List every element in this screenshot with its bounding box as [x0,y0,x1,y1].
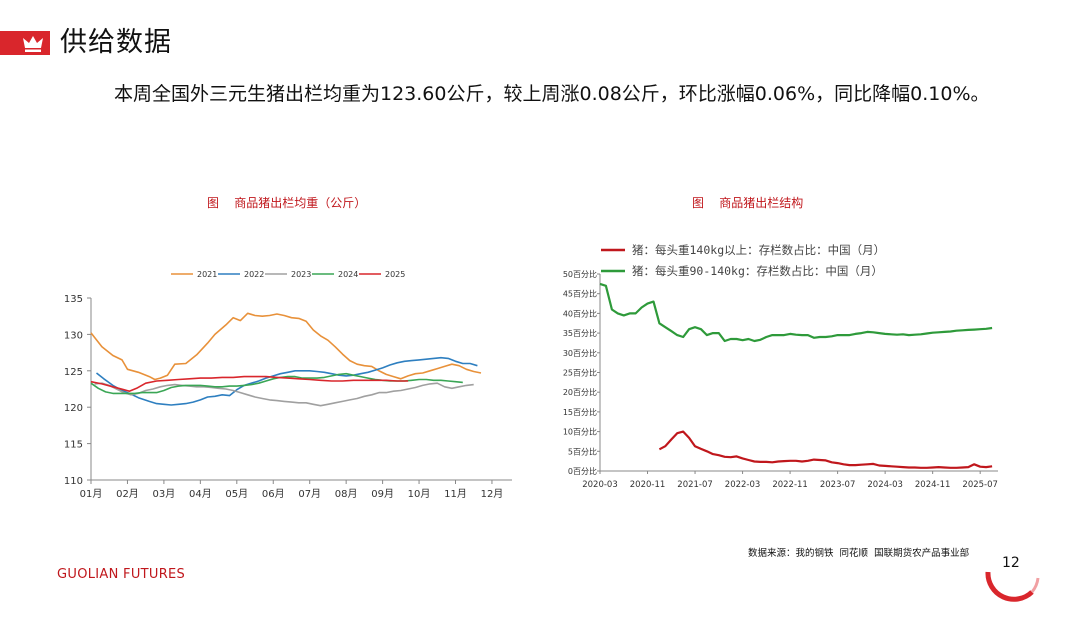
chart2-x-tick-label: 2020-03 [582,480,618,490]
chart2-x-tick-label: 2024-03 [867,480,903,490]
chart2-x-tick-label: 2024-11 [915,480,951,490]
chart1-y-tick-label: 125 [64,367,83,378]
chart1-series-2023 [94,382,474,407]
chart1-legend-label: 2024 [338,270,358,279]
chart2-y-tick-label: 35百分比 [563,328,597,338]
chart2-y-tick-label: 20百分比 [563,387,597,397]
chart2-series-2 [599,282,993,343]
chart1-legend-label: 2023 [291,270,311,279]
chart1-x-tick-label: 12月 [481,488,504,500]
chart2-title: 图 商品猪出栏结构 [692,196,804,210]
chart2-legend-label: 猪：每头重140kg以上：存栏数占比：中国（月） [632,243,885,257]
chart1-x-tick-label: 07月 [298,488,321,500]
chart1-x-tick-label: 05月 [225,488,248,500]
brand-logo-text: GUOLIAN FUTURES [57,567,186,582]
chart2-y-tick-label: 30百分比 [563,348,597,358]
chart1-series-2021 [90,312,482,381]
chart2-y-tick-label: 10百分比 [563,427,597,437]
chart1-legend-label: 2021 [197,270,217,279]
chart1-y-tick-label: 135 [64,294,83,305]
chart1-title: 图 商品猪出栏均重（公斤） [207,196,367,210]
page-corner-decoration [985,571,1040,602]
chart1-x-tick-label: 01月 [80,488,103,500]
chart2-x-tick-label: 2021-07 [677,480,713,490]
chart1-y-tick-label: 115 [64,440,83,451]
chart2-x-tick-label: 2023-07 [820,480,856,490]
chart2-x-tick-label: 2020-11 [630,480,666,490]
chart2-y-tick-label: 15百分比 [563,407,597,417]
summary-text: 本周全国外三元生猪出栏均重为123.60公斤，较上周涨0.08公斤，环比涨幅0.… [114,83,990,105]
chart1-x-tick-label: 02月 [116,488,139,500]
chart2-y-tick-label: 45百分比 [563,289,597,299]
chart2-x-tick-label: 2022-11 [772,480,808,490]
chart2-x-tick-label: 2025-07 [962,480,998,490]
chart1-series-2022 [96,356,478,406]
chart1-y-tick-label: 120 [64,403,83,414]
chart1-y-tick-label: 110 [64,476,83,487]
page-number: 12 [1002,555,1020,571]
page-title: 供给数据 [60,27,172,58]
chart1-x-tick-label: 11月 [444,488,467,500]
chart1-series-2025 [90,375,409,392]
chart2-y-tick-label: 40百分比 [563,308,597,318]
chart2-legend-label: 猪：每头重90-140kg：存栏数占比：中国（月） [632,264,883,278]
chart1-legend-label: 2022 [244,270,264,279]
chart2-y-tick-label: 50百分比 [563,269,597,279]
chart1-x-tick-label: 03月 [153,488,176,500]
data-source: 数据来源：我的钢铁 同花顺 国联期货农产品事业部 [748,548,970,559]
chart1-legend-label: 2025 [385,270,405,279]
chart2-y-tick-label: 0百分比 [568,466,597,476]
chart2-y-tick-label: 25百分比 [563,368,597,378]
chart2-x-tick-label: 2022-03 [725,480,761,490]
chart2-series-1 [658,430,993,469]
chart1-x-tick-label: 04月 [189,488,212,500]
crown-icon [23,36,43,52]
chart1-x-tick-label: 08月 [335,488,358,500]
chart1-y-tick-label: 130 [64,330,83,341]
chart1-x-tick-label: 06月 [262,488,285,500]
chart2-y-tick-label: 5百分比 [568,446,597,456]
chart1-x-tick-label: 10月 [408,488,431,500]
chart1-x-tick-label: 09月 [371,488,394,500]
